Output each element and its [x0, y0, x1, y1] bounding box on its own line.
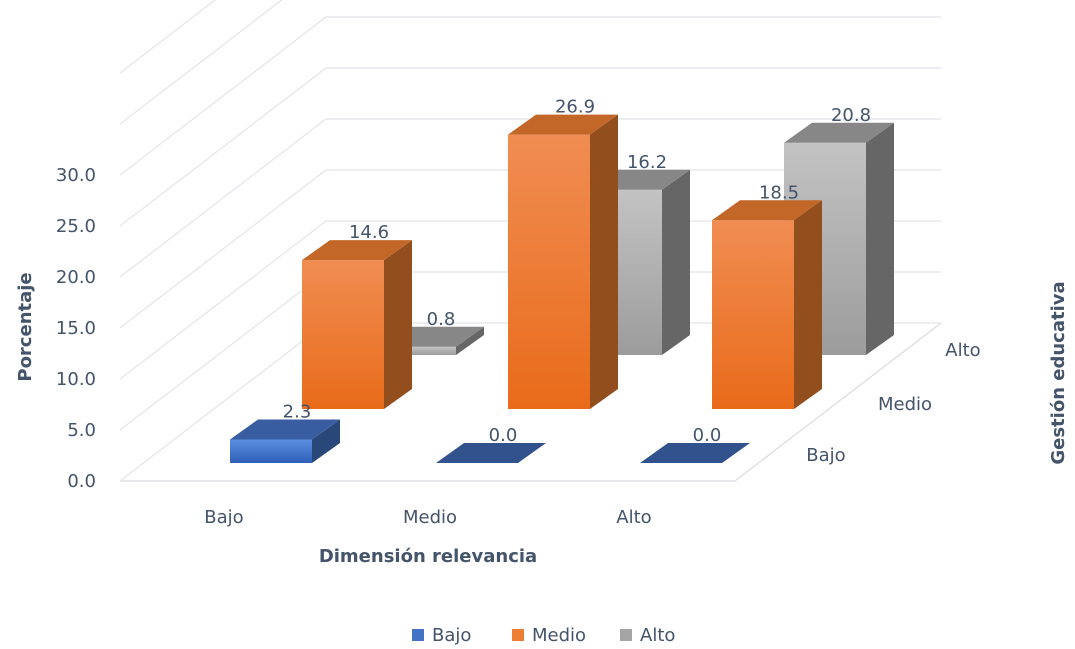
bar-side-face: [866, 122, 894, 355]
z-tick-label: Medio: [878, 394, 932, 415]
bar-top-face: [302, 240, 412, 261]
legend-swatch: [412, 629, 424, 641]
bar-top-face: [230, 419, 340, 440]
legend-label: Alto: [640, 625, 675, 646]
data-label: 2.3: [283, 402, 312, 423]
gridline: [119, 0, 217, 74]
bar-side-face: [590, 114, 618, 409]
legend-label: Bajo: [432, 625, 471, 646]
bar-bajo-alto: [640, 443, 750, 463]
legend-item-bajo: Bajo: [412, 625, 471, 646]
gridline: [119, 118, 941, 278]
bar-top-face: [712, 200, 822, 221]
gridline: [119, 0, 283, 125]
gridline: [119, 16, 941, 176]
bar-bajo-medio: [436, 443, 546, 463]
legend-swatch: [620, 629, 632, 641]
y-tick-label: 30.0: [56, 165, 96, 186]
y-tick-label: 25.0: [56, 216, 96, 237]
data-label: 20.8: [831, 105, 871, 126]
bar-front-face: [302, 260, 384, 409]
bar-medio-alto: [712, 200, 822, 409]
legend-swatch: [512, 629, 524, 641]
bar-alto-alto: [784, 122, 894, 355]
legend-item-alto: Alto: [620, 625, 675, 646]
bar-side-face: [794, 200, 822, 409]
bar-front-face: [712, 220, 794, 409]
floor-edge: [120, 322, 942, 482]
y-tick-label: 15.0: [56, 318, 96, 339]
y-tick-label: 0.0: [67, 471, 96, 492]
bar-medio-medio: [508, 114, 618, 409]
bar-side-face: [662, 169, 690, 355]
axes: Porcentaje Dimensión relevancia Gestión …: [15, 165, 1069, 567]
bar-top-face: [640, 443, 750, 463]
legend-label: Medio: [532, 625, 586, 646]
legend: Bajo Medio Alto: [412, 625, 675, 646]
bar-top-face: [508, 114, 618, 135]
bar-front-face: [230, 439, 312, 463]
gridline: [119, 169, 941, 329]
data-labels: 0.8 16.2 20.8 14.6 26.9 18.5 2.3 0.0 0.0: [283, 97, 871, 446]
x-tick-label: Bajo: [204, 507, 243, 528]
bar-side-face: [456, 326, 484, 355]
data-label: 0.0: [693, 425, 722, 446]
data-label: 14.6: [349, 222, 389, 243]
z-axis-title: Gestión educativa: [1048, 281, 1069, 464]
y-axis-title: Porcentaje: [15, 272, 36, 381]
y-tick-label: 5.0: [67, 420, 96, 441]
bar-front-face: [508, 134, 590, 409]
gridline: [119, 67, 941, 227]
z-tick-label: Bajo: [806, 445, 845, 466]
x-axis-title: Dimensión relevancia: [319, 546, 537, 567]
bar-side-face: [384, 240, 412, 409]
data-label: 26.9: [555, 97, 595, 118]
x-tick-label: Medio: [403, 507, 457, 528]
x-tick-label: Alto: [616, 507, 651, 528]
z-tick-label: Alto: [945, 340, 980, 361]
data-label: 18.5: [759, 182, 799, 203]
bars: [230, 114, 894, 463]
data-label: 0.8: [427, 309, 456, 330]
bar-side-face: [312, 419, 340, 463]
bar-bajo-bajo: [230, 419, 340, 463]
bar-top-face: [784, 122, 894, 143]
bar-top-face: [436, 443, 546, 463]
data-label: 0.0: [489, 425, 518, 446]
bar-medio-bajo: [302, 240, 412, 409]
y-tick-label: 20.0: [56, 267, 96, 288]
data-label: 16.2: [627, 152, 667, 173]
y-tick-label: 10.0: [56, 369, 96, 390]
legend-item-medio: Medio: [512, 625, 586, 646]
